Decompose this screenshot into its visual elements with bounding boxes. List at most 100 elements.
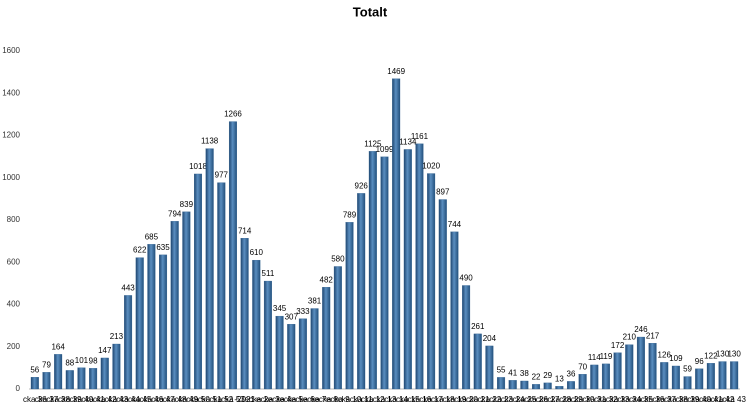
value-label: 381 — [308, 297, 322, 306]
bar — [683, 376, 692, 390]
bar — [730, 361, 739, 390]
x-tick-label: cka 22 — [478, 395, 502, 404]
value-label: 147 — [98, 346, 112, 355]
x-tick-label: cka 44 — [116, 395, 140, 404]
value-label: 635 — [156, 243, 170, 252]
x-tick-label: cka 38 — [46, 395, 70, 404]
bar — [275, 315, 284, 390]
value-label: 443 — [121, 284, 135, 293]
value-label: 1134 — [399, 138, 417, 147]
value-label: 101 — [75, 356, 89, 365]
value-label: 794 — [168, 209, 182, 218]
value-label: 13 — [555, 374, 564, 383]
bar — [65, 370, 74, 390]
bar — [543, 382, 552, 390]
y-tick-label: 600 — [7, 257, 21, 266]
bar — [660, 362, 669, 390]
value-label: 41 — [508, 368, 517, 377]
x-tick-label: cka 24 — [501, 395, 525, 404]
value-label: 126 — [658, 350, 672, 359]
x-tick-label: cka 40 — [70, 395, 94, 404]
x-tick-label: cka 13 — [373, 395, 397, 404]
bar — [252, 259, 261, 390]
x-tick-label: cka 43 — [722, 395, 746, 404]
x-tick-label: cka 50 — [186, 395, 210, 404]
value-label: 79 — [42, 360, 51, 369]
value-label: 1469 — [387, 67, 405, 76]
x-tick-label: cka 19 — [443, 395, 467, 404]
x-tick-label: ecka 7 — [303, 395, 327, 404]
value-label: 839 — [180, 200, 194, 209]
bar — [648, 343, 657, 390]
bar — [718, 361, 727, 390]
x-tick-label: ecka 8 — [314, 395, 338, 404]
value-label: 261 — [471, 322, 485, 331]
value-label: 622 — [133, 246, 147, 255]
value-label: 610 — [250, 248, 264, 257]
bar — [438, 199, 447, 390]
bar — [182, 211, 191, 390]
y-tick-label: 1000 — [2, 173, 20, 182]
bar — [159, 254, 168, 390]
bar — [485, 345, 494, 390]
x-tick-label: cka 39 — [676, 395, 700, 404]
value-label: 333 — [296, 307, 310, 316]
bar — [217, 182, 226, 390]
bar — [392, 78, 401, 390]
value-label: 580 — [331, 255, 345, 264]
x-tick-label: cka 37 — [35, 395, 59, 404]
x-tick-label: cka 47 — [151, 395, 175, 404]
bar — [124, 295, 133, 390]
value-label: 56 — [30, 365, 39, 374]
bar — [135, 257, 144, 390]
bar — [578, 374, 587, 390]
bar — [706, 363, 715, 390]
x-tick-label: cka 39 — [58, 395, 82, 404]
x-tick-label: cka 10 — [338, 395, 362, 404]
x-tick-label: cka 32 — [594, 395, 618, 404]
x-tick-label: cka 26 — [524, 395, 548, 404]
value-label: 55 — [497, 365, 506, 374]
bar — [671, 365, 680, 390]
bar — [462, 285, 471, 390]
value-label: 482 — [320, 275, 334, 284]
bar — [532, 384, 541, 390]
bar — [77, 367, 86, 390]
x-tick-label: cka 41 — [81, 395, 105, 404]
x-tick-label: cka 42 — [93, 395, 117, 404]
x-tick-label: cka 16 — [408, 395, 432, 404]
x-tick-label: cka 31 — [583, 395, 607, 404]
x-tick-label: cka 51 — [198, 395, 222, 404]
y-tick-label: 1600 — [2, 46, 20, 55]
bar — [613, 352, 622, 390]
bar — [310, 308, 319, 390]
value-label: 210 — [623, 333, 637, 342]
value-label: 38 — [520, 369, 529, 378]
bar — [636, 336, 645, 390]
bar — [89, 368, 98, 390]
bar — [170, 221, 179, 390]
x-tick-label: cka 15 — [396, 395, 420, 404]
value-label: 29 — [543, 371, 552, 380]
bar — [380, 156, 389, 390]
x-tick-label: ecka 5 — [279, 395, 303, 404]
value-label: 59 — [683, 365, 692, 374]
value-label: 22 — [532, 372, 541, 381]
value-label: 789 — [343, 210, 357, 219]
value-label: 1266 — [224, 110, 242, 119]
x-tick-label: ecka 4 — [268, 395, 292, 404]
bar — [42, 372, 51, 390]
bar — [368, 151, 377, 390]
value-label: 1020 — [422, 162, 440, 171]
bar — [205, 148, 214, 390]
bar — [240, 238, 249, 390]
x-tick-label: cka 35 — [629, 395, 653, 404]
x-tick-label: cka 36 — [23, 395, 47, 404]
bar — [147, 244, 156, 390]
chart-title: Totalt — [353, 4, 388, 19]
x-tick-label: cka 25 — [513, 395, 537, 404]
bar — [508, 380, 517, 390]
value-label: 204 — [483, 334, 497, 343]
bar — [228, 121, 237, 390]
